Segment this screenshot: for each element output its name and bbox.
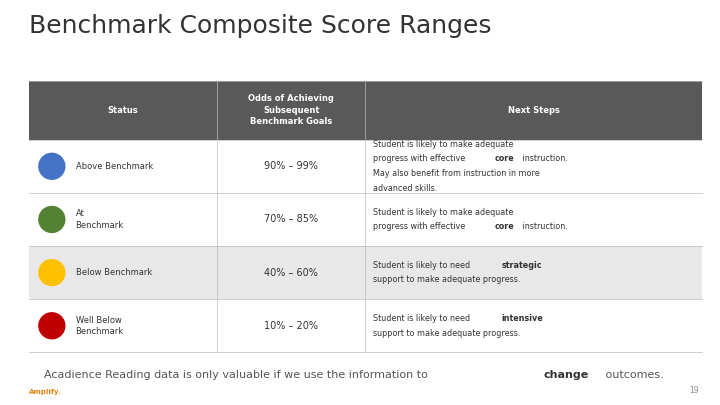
Text: advanced skills.: advanced skills.: [373, 184, 437, 193]
Text: Student is likely to need: Student is likely to need: [373, 261, 472, 270]
Text: 70% – 85%: 70% – 85%: [264, 215, 318, 224]
Ellipse shape: [39, 313, 65, 339]
Text: Odds of Achieving
Subsequent
Benchmark Goals: Odds of Achieving Subsequent Benchmark G…: [248, 94, 334, 126]
Text: Below Benchmark: Below Benchmark: [76, 268, 152, 277]
Text: strategic: strategic: [501, 261, 541, 270]
Text: May also benefit from instruction in more: May also benefit from instruction in mor…: [373, 169, 539, 178]
Text: instruction.: instruction.: [521, 222, 568, 231]
FancyBboxPatch shape: [29, 193, 702, 246]
Text: Above Benchmark: Above Benchmark: [76, 162, 153, 171]
Text: Benchmark Composite Score Ranges: Benchmark Composite Score Ranges: [29, 14, 491, 38]
Ellipse shape: [39, 207, 65, 232]
Text: outcomes.: outcomes.: [602, 370, 664, 379]
Text: 90% – 99%: 90% – 99%: [264, 161, 318, 171]
Text: intensive: intensive: [501, 314, 543, 323]
FancyBboxPatch shape: [29, 140, 702, 193]
Ellipse shape: [39, 260, 65, 286]
Text: progress with effective: progress with effective: [373, 154, 467, 164]
Text: Amplify.: Amplify.: [29, 389, 61, 395]
Text: Student is likely to need: Student is likely to need: [373, 314, 472, 323]
Text: 10% – 20%: 10% – 20%: [264, 321, 318, 331]
Text: At
Benchmark: At Benchmark: [76, 209, 124, 230]
Text: instruction.: instruction.: [521, 154, 568, 164]
Text: Acadience Reading data is only valuable if we use the information to: Acadience Reading data is only valuable …: [44, 370, 431, 379]
Text: 40% – 60%: 40% – 60%: [264, 268, 318, 277]
Text: core: core: [495, 154, 515, 164]
Text: support to make adequate progress.: support to make adequate progress.: [373, 328, 520, 338]
Ellipse shape: [39, 153, 65, 179]
FancyBboxPatch shape: [29, 246, 702, 299]
Text: change: change: [544, 370, 589, 379]
FancyBboxPatch shape: [29, 81, 702, 140]
Text: Student is likely to make adequate: Student is likely to make adequate: [373, 208, 513, 217]
Text: Next Steps: Next Steps: [508, 106, 559, 115]
Text: 19: 19: [689, 386, 698, 395]
Text: core: core: [495, 222, 515, 231]
Text: Student is likely to make adequate: Student is likely to make adequate: [373, 140, 513, 149]
Text: support to make adequate progress.: support to make adequate progress.: [373, 275, 520, 284]
Text: progress with effective: progress with effective: [373, 222, 467, 231]
Text: Status: Status: [108, 106, 138, 115]
Text: Well Below
Benchmark: Well Below Benchmark: [76, 316, 124, 336]
FancyBboxPatch shape: [29, 299, 702, 352]
